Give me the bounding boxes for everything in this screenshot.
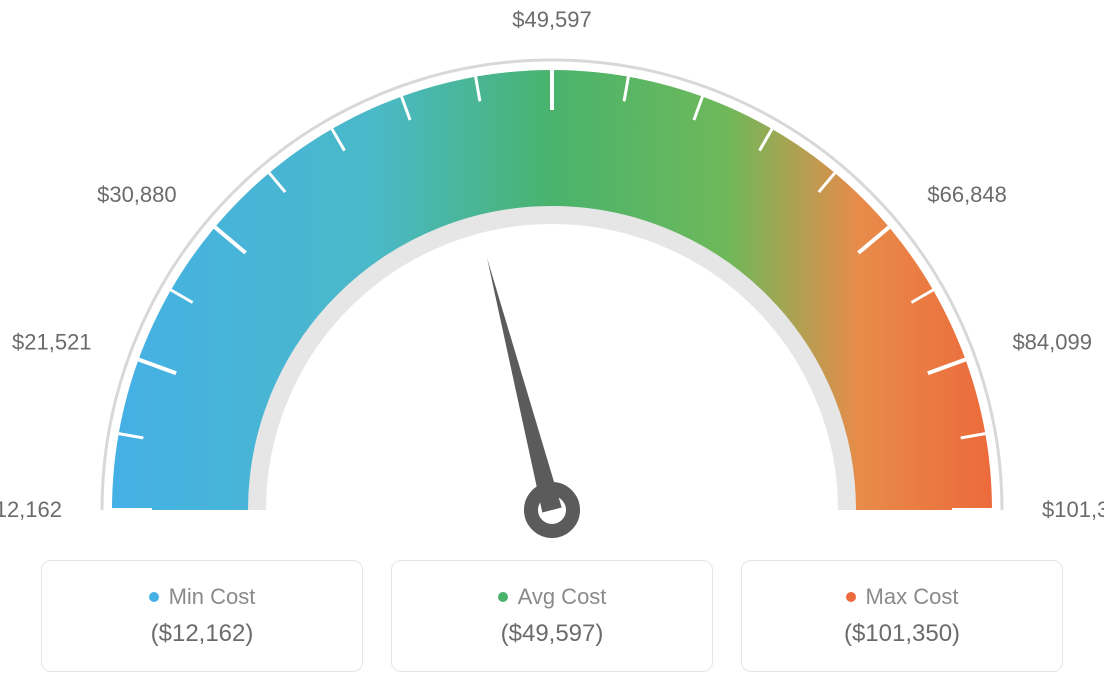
legend-title-min-text: Min Cost (169, 584, 256, 610)
legend-title-avg: Avg Cost (498, 584, 607, 610)
legend-dot-max (846, 592, 856, 602)
gauge-needle-hub (531, 489, 573, 531)
legend-card-avg: Avg Cost ($49,597) (391, 560, 713, 672)
gauge-needle (487, 258, 562, 512)
legend-dot-avg (498, 592, 508, 602)
legend-title-max-text: Max Cost (866, 584, 959, 610)
legend-row: Min Cost ($12,162) Avg Cost ($49,597) Ma… (0, 560, 1104, 672)
legend-title-avg-text: Avg Cost (518, 584, 607, 610)
gauge-tick-label: $21,521 (12, 329, 92, 354)
gauge-tick-label: $66,848 (927, 182, 1007, 207)
legend-card-max: Max Cost ($101,350) (741, 560, 1063, 672)
legend-value-avg: ($49,597) (501, 620, 604, 648)
gauge-tick-label: $101,350 (1042, 497, 1104, 522)
legend-title-min: Min Cost (149, 584, 256, 610)
gauge-svg: $12,162 $21,521 $30,880 $49,597 $66,848 $84,0… (0, 0, 1104, 560)
gauge-tick-label: $84,099 (1012, 329, 1092, 354)
legend-value-max: ($101,350) (844, 620, 960, 648)
legend-value-min: ($12,162) (151, 620, 254, 648)
gauge-chart: $12,162 $21,521 $30,880 $49,597 $66,848 $84,0… (0, 0, 1104, 540)
legend-title-max: Max Cost (846, 584, 959, 610)
legend-card-min: Min Cost ($12,162) (41, 560, 363, 672)
gauge-tick-label: $49,597 (512, 7, 592, 32)
gauge-tick-label: $30,880 (97, 182, 177, 207)
legend-dot-min (149, 592, 159, 602)
gauge-tick-label: $12,162 (0, 497, 62, 522)
